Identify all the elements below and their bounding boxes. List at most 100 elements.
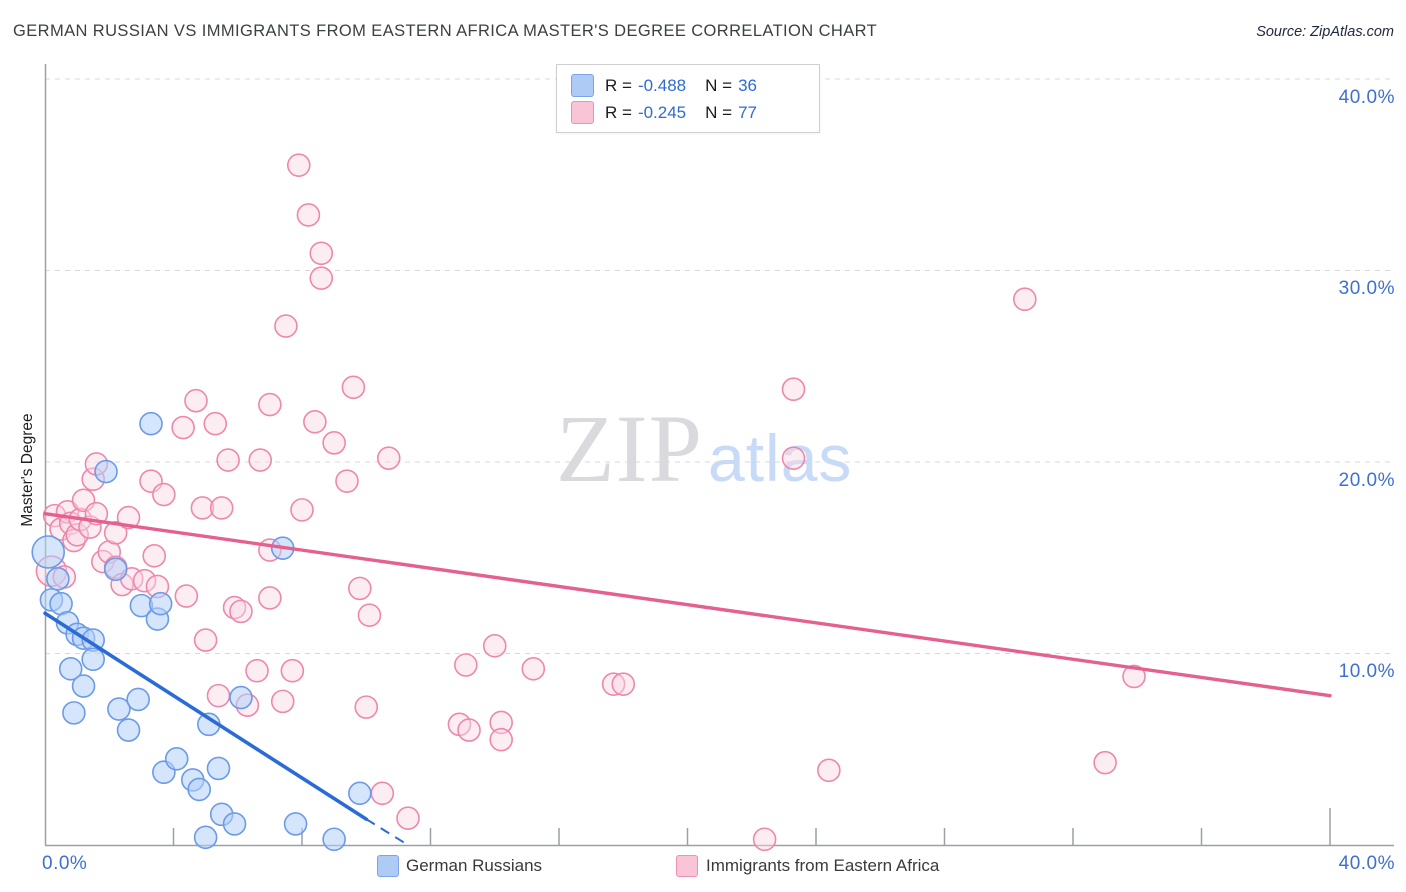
point-immigrants-eastern-africa[interactable] bbox=[309, 266, 334, 290]
point-immigrants-eastern-africa[interactable] bbox=[309, 241, 334, 266]
point-immigrants-eastern-africa[interactable] bbox=[601, 672, 626, 696]
point-immigrants-eastern-africa[interactable] bbox=[190, 496, 215, 520]
n-label: N = bbox=[705, 75, 733, 95]
n-value: 36 bbox=[738, 75, 757, 95]
point-immigrants-eastern-africa[interactable] bbox=[290, 498, 314, 522]
point-immigrants-eastern-africa[interactable] bbox=[184, 388, 208, 413]
point-german-russians[interactable] bbox=[322, 827, 346, 852]
watermark-atlas: atlas bbox=[708, 421, 853, 495]
point-immigrants-eastern-africa[interactable] bbox=[103, 521, 128, 545]
point-immigrants-eastern-africa[interactable] bbox=[781, 377, 806, 402]
point-german-russians[interactable] bbox=[58, 657, 83, 681]
point-german-russians[interactable] bbox=[81, 647, 105, 672]
pink-series-swatch bbox=[571, 101, 594, 124]
y-tick-label-20: 20.0% bbox=[1338, 470, 1395, 491]
point-immigrants-eastern-africa[interactable] bbox=[348, 576, 372, 601]
y-axis-title: Master's Degree bbox=[19, 413, 36, 527]
point-immigrants-eastern-africa[interactable] bbox=[335, 469, 359, 493]
y-tick-label-30: 30.0% bbox=[1338, 278, 1395, 299]
n-value: 77 bbox=[738, 102, 757, 122]
r-value: -0.488 bbox=[637, 75, 687, 95]
point-immigrants-eastern-africa[interactable] bbox=[245, 658, 269, 683]
point-german-russians[interactable] bbox=[139, 411, 163, 436]
chart-title: GERMAN RUSSIAN VS IMMIGRANTS FROM EASTER… bbox=[13, 22, 878, 40]
point-immigrants-eastern-africa[interactable] bbox=[152, 482, 176, 507]
point-immigrants-eastern-africa[interactable] bbox=[370, 781, 395, 806]
bottom-legend-label-immigrants-eastern-africa: Immigrants from Eastern Africa bbox=[706, 856, 940, 875]
point-immigrants-eastern-africa[interactable] bbox=[229, 599, 253, 624]
point-immigrants-eastern-africa[interactable] bbox=[216, 448, 240, 472]
point-immigrants-eastern-africa[interactable] bbox=[611, 672, 636, 696]
point-immigrants-eastern-africa[interactable] bbox=[1013, 287, 1037, 312]
point-immigrants-eastern-africa[interactable] bbox=[303, 409, 327, 434]
point-immigrants-eastern-africa[interactable] bbox=[296, 203, 321, 227]
point-immigrants-eastern-africa[interactable] bbox=[65, 522, 89, 547]
point-german-russians[interactable] bbox=[126, 687, 150, 712]
point-immigrants-eastern-africa[interactable] bbox=[258, 392, 282, 417]
point-german-russians[interactable] bbox=[71, 674, 96, 698]
point-german-russians[interactable] bbox=[103, 557, 128, 582]
point-immigrants-eastern-africa[interactable] bbox=[171, 415, 195, 440]
point-german-russians[interactable] bbox=[206, 756, 231, 781]
point-immigrants-eastern-africa[interactable] bbox=[274, 314, 298, 338]
point-immigrants-eastern-africa[interactable] bbox=[132, 568, 157, 593]
point-immigrants-eastern-africa[interactable] bbox=[341, 375, 366, 400]
point-german-russians[interactable] bbox=[222, 812, 247, 836]
point-immigrants-eastern-africa[interactable] bbox=[817, 758, 841, 783]
legend-row-immigrants-eastern-africa: R = -0.245 N = 77 bbox=[557, 99, 819, 126]
r-label: R = bbox=[605, 102, 632, 122]
point-immigrants-eastern-africa[interactable] bbox=[454, 653, 478, 677]
point-german-russians[interactable] bbox=[94, 459, 118, 484]
point-immigrants-eastern-africa[interactable] bbox=[203, 411, 228, 436]
point-immigrants-eastern-africa[interactable] bbox=[752, 827, 777, 852]
point-immigrants-eastern-africa[interactable] bbox=[457, 718, 481, 742]
point-immigrants-eastern-africa[interactable] bbox=[521, 657, 546, 681]
watermark-zip: ZIP bbox=[556, 395, 703, 502]
point-immigrants-eastern-africa[interactable] bbox=[1122, 664, 1146, 689]
watermark: ZIP atlas bbox=[556, 401, 852, 497]
point-immigrants-eastern-africa[interactable] bbox=[1093, 750, 1117, 775]
point-immigrants-eastern-africa[interactable] bbox=[258, 586, 282, 610]
point-immigrants-eastern-africa[interactable] bbox=[270, 689, 295, 714]
point-german-russians[interactable] bbox=[31, 535, 66, 569]
point-german-russians[interactable] bbox=[193, 825, 218, 850]
point-immigrants-eastern-africa[interactable] bbox=[489, 727, 513, 752]
point-immigrants-eastern-africa[interactable] bbox=[376, 446, 401, 470]
point-german-russians[interactable] bbox=[164, 747, 189, 771]
trend-line-german-russians-extension bbox=[365, 818, 409, 846]
point-immigrants-eastern-africa[interactable] bbox=[482, 634, 507, 658]
point-immigrants-eastern-africa[interactable] bbox=[248, 448, 273, 472]
trend-line-german-russians bbox=[43, 611, 369, 821]
point-immigrants-eastern-africa[interactable] bbox=[142, 544, 167, 568]
x-max-label: 40.0% bbox=[1338, 853, 1395, 874]
point-immigrants-eastern-africa[interactable] bbox=[286, 153, 311, 177]
legend-row-german-russians: R = -0.488 N = 36 bbox=[557, 72, 819, 99]
point-immigrants-eastern-africa[interactable] bbox=[280, 658, 305, 683]
r-value: -0.245 bbox=[637, 102, 687, 122]
point-immigrants-eastern-africa[interactable] bbox=[354, 695, 379, 719]
point-immigrants-eastern-africa[interactable] bbox=[396, 806, 420, 830]
point-immigrants-eastern-africa[interactable] bbox=[357, 603, 382, 628]
point-german-russians[interactable] bbox=[229, 685, 253, 710]
point-immigrants-eastern-africa[interactable] bbox=[206, 683, 231, 708]
point-german-russians[interactable] bbox=[348, 781, 372, 806]
point-german-russians[interactable] bbox=[148, 591, 173, 616]
point-immigrants-eastern-africa[interactable] bbox=[322, 431, 346, 455]
point-immigrants-eastern-africa[interactable] bbox=[489, 710, 513, 735]
point-immigrants-eastern-africa[interactable] bbox=[781, 446, 806, 470]
trend-line-immigrants-eastern-africa bbox=[43, 512, 1332, 698]
point-german-russians[interactable] bbox=[62, 701, 86, 725]
point-german-russians[interactable] bbox=[187, 777, 211, 802]
point-immigrants-eastern-africa[interactable] bbox=[209, 496, 234, 520]
bottom-legend-blue-swatch bbox=[377, 855, 399, 877]
point-german-russians[interactable] bbox=[46, 567, 70, 591]
bottom-legend-label-german-russians: German Russians bbox=[406, 856, 543, 875]
point-german-russians[interactable] bbox=[116, 718, 141, 742]
source-credit: Source: ZipAtlas.com bbox=[1256, 24, 1394, 40]
point-immigrants-eastern-africa[interactable] bbox=[193, 628, 218, 652]
point-german-russians[interactable] bbox=[283, 812, 308, 836]
correlation-legend: R = -0.488 N = 36 R = -0.245 N = 77 bbox=[556, 64, 820, 133]
point-german-russians[interactable] bbox=[107, 697, 131, 721]
point-immigrants-eastern-africa[interactable] bbox=[222, 595, 247, 620]
point-immigrants-eastern-africa[interactable] bbox=[174, 584, 199, 608]
